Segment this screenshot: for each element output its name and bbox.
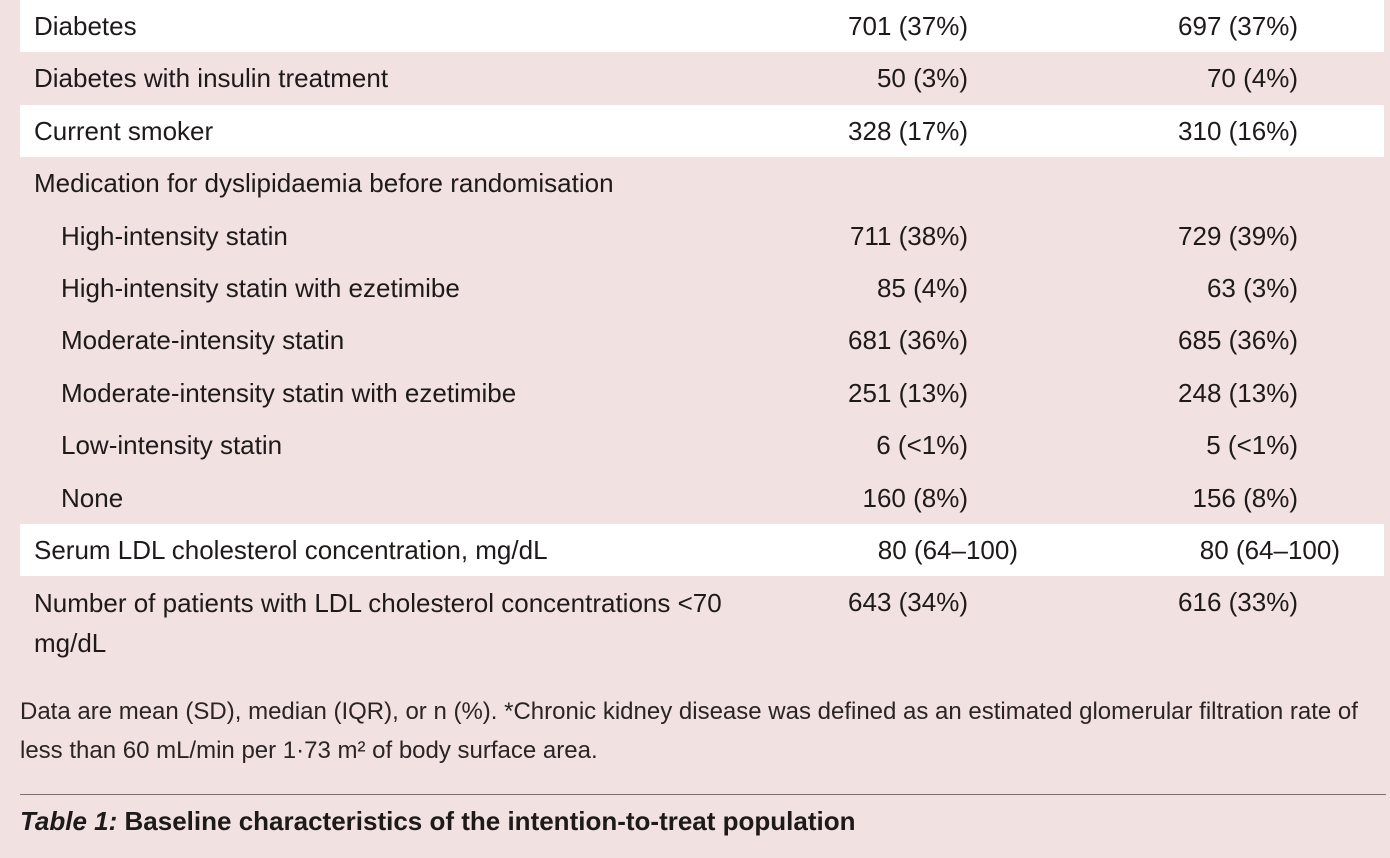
table-caption: Table 1: Baseline characteristics of the… — [20, 806, 856, 837]
group2-value: 5 (<1%) — [1206, 430, 1298, 461]
row-label: Serum LDL cholesterol concentration, mg/… — [34, 534, 548, 565]
group2-value: 70 (4%) — [1206, 63, 1298, 94]
group1-value: 711 (38%) — [849, 220, 968, 251]
table-row: Diabetes with insulin treatment 50 (3%) … — [20, 52, 1384, 104]
group2-value: 616 (33%) — [1178, 587, 1298, 618]
row-label: Number of patients with LDL cholesterol … — [34, 588, 722, 659]
row-label: High-intensity statin — [61, 220, 288, 251]
table-row: High-intensity statin 711 (38%) 729 (39%… — [20, 210, 1384, 262]
row-label: High-intensity statin with ezetimibe — [61, 272, 460, 303]
group1-value: 160 (8%) — [862, 482, 969, 513]
group2-value: 310 (16%) — [1178, 115, 1298, 146]
group1-value: 6 (<1%) — [876, 430, 968, 461]
group1-value: 85 (4%) — [876, 272, 968, 303]
row-label: Moderate-intensity statin — [61, 325, 345, 356]
row-label: Moderate-intensity statin with ezetimibe — [61, 377, 517, 408]
caption-prefix: Table 1: — [20, 806, 118, 836]
table-row: Serum LDL cholesterol concentration, mg/… — [20, 523, 1384, 577]
row-label: Medication for dyslipidaemia before rand… — [34, 168, 614, 199]
row-label: None — [61, 482, 124, 513]
table-footnote: Data are mean (SD), median (IQR), or n (… — [20, 698, 1358, 764]
row-label: Diabetes with insulin treatment — [34, 63, 389, 94]
baseline-table: Diabetes 701 (37%) 697 (37%) Diabetes wi… — [20, 0, 1384, 661]
row-label: Diabetes — [34, 11, 137, 41]
group2-value: 685 (36%) — [1178, 325, 1298, 356]
group2-value: 63 (3%) — [1206, 272, 1298, 303]
group1-value: 701 (37%) — [848, 11, 968, 41]
table-row: Diabetes 701 (37%) 697 (37%) — [20, 0, 1384, 53]
row-label: Low-intensity statin — [61, 430, 283, 461]
group2-value: 156 (8%) — [1192, 482, 1299, 513]
group2-value: 80 (64–100) — [1199, 534, 1340, 565]
table-row: Number of patients with LDL cholesterol … — [20, 576, 1384, 661]
group1-value: 80 (64–100) — [877, 534, 1018, 565]
caption-text: Baseline characteristics of the intentio… — [117, 806, 856, 836]
table-row: Current smoker 328 (17%) 310 (16%) — [20, 104, 1384, 158]
table-row: Moderate-intensity statin with ezetimibe… — [20, 367, 1384, 419]
table-row: None 160 (8%) 156 (8%) — [20, 472, 1384, 524]
group1-value: 681 (36%) — [848, 325, 968, 356]
caption-divider — [20, 794, 1386, 795]
group1-value: 251 (13%) — [848, 377, 968, 408]
group2-value: 697 (37%) — [1178, 11, 1298, 41]
group2-value: 729 (39%) — [1178, 220, 1298, 251]
group1-value: 328 (17%) — [848, 115, 968, 146]
group1-value: 643 (34%) — [848, 587, 968, 618]
group1-value: 50 (3%) — [876, 63, 968, 94]
table-row: Moderate-intensity statin 681 (36%) 685 … — [20, 314, 1384, 366]
table-row: Medication for dyslipidaemia before rand… — [20, 157, 1384, 209]
group2-value: 248 (13%) — [1178, 377, 1298, 408]
row-label: Current smoker — [34, 115, 214, 146]
table-row: High-intensity statin with ezetimibe 85 … — [20, 262, 1384, 314]
table-row: Low-intensity statin 6 (<1%) 5 (<1%) — [20, 419, 1384, 471]
